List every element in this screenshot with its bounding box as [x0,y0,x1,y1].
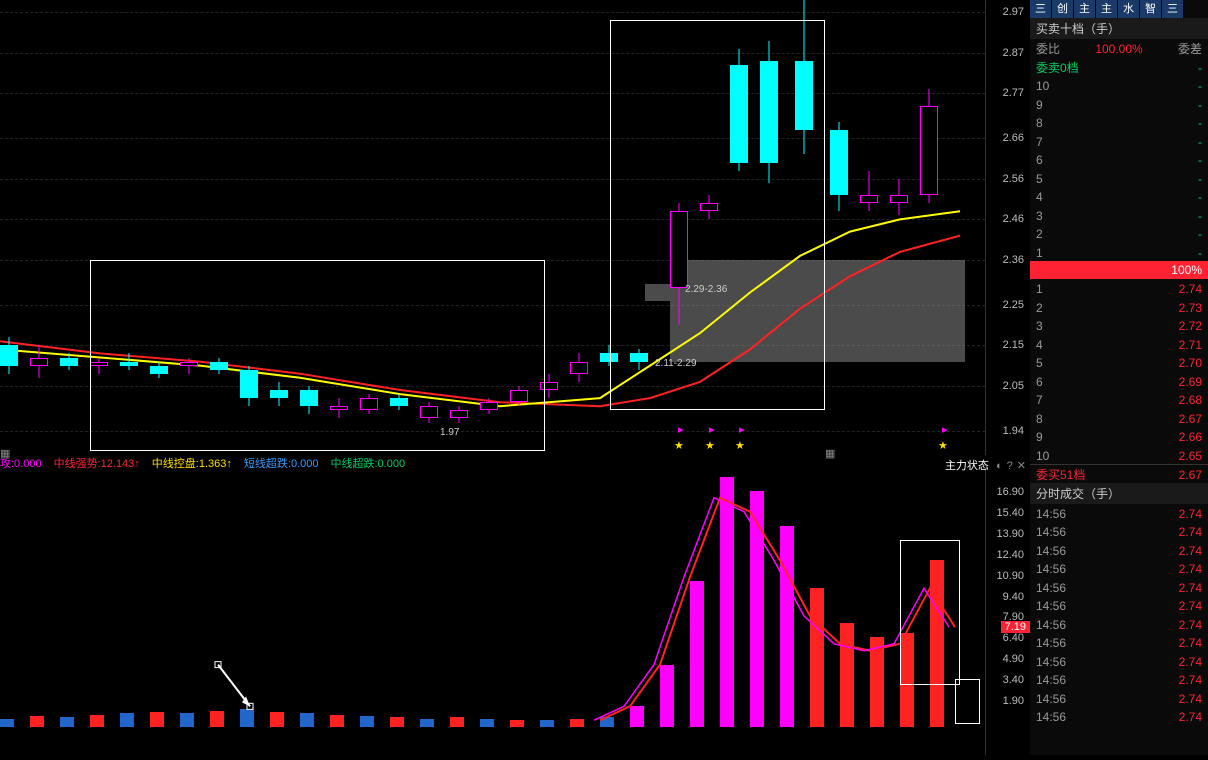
trade-row: 14:562.74 [1030,504,1208,523]
price-chart[interactable]: 2.29-2.362.11-2.291.97▸▸▸▸★★★★▦▦ 2.972.8… [0,0,1030,455]
sidebar-tab[interactable]: 三 [1162,0,1184,18]
sidebar-tab[interactable]: 水 [1118,0,1140,18]
trade-row: 14:562.74 [1030,559,1208,578]
sell-row: 2- [1030,224,1208,243]
trade-row: 14:562.74 [1030,541,1208,560]
buy-percent-bar: 100% [1030,261,1208,279]
buy-row: 42.71 [1030,335,1208,354]
sidebar-tabs[interactable]: 三创主主水智三 [1030,0,1208,18]
sell-row: 8- [1030,113,1208,132]
candle[interactable] [60,0,78,455]
buy-row: 82.67 [1030,409,1208,428]
buy-row: 32.72 [1030,316,1208,335]
price-yaxis: 2.972.872.772.662.562.462.362.252.152.05… [985,0,1030,455]
sell-row: 7- [1030,132,1208,151]
weibi-row: 委比 100.00% 委差 [1030,39,1208,58]
candle[interactable] [860,0,878,455]
candle[interactable] [30,0,48,455]
orderbook-title: 买卖十档（手） [1030,18,1208,39]
macd-chart[interactable]: 16.9015.4013.9012.4010.909.407.906.404.9… [0,470,1030,755]
candle[interactable] [830,0,848,455]
buy-row: 52.70 [1030,353,1208,372]
trade-row: 14:562.74 [1030,689,1208,708]
trades-title: 分时成交（手） [1030,483,1208,504]
buy-row: 102.65 [1030,446,1208,465]
sidebar-tab[interactable]: 三 [1030,0,1052,18]
buy-row: 22.73 [1030,298,1208,317]
trade-row: 14:562.74 [1030,652,1208,671]
sell-row: 9- [1030,95,1208,114]
trade-row: 14:562.74 [1030,596,1208,615]
sell-row: 6- [1030,150,1208,169]
sidebar-tab[interactable]: 创 [1052,0,1074,18]
trade-row: 14:562.74 [1030,615,1208,634]
sidebar-tab[interactable]: 主 [1074,0,1096,18]
trade-row: 14:562.74 [1030,578,1208,597]
buy-row: 12.74 [1030,279,1208,298]
sell-row: 4- [1030,187,1208,206]
trade-row: 14:562.74 [1030,633,1208,652]
trade-row: 14:562.74 [1030,522,1208,541]
macd-yaxis: 16.9015.4013.9012.4010.909.407.906.404.9… [985,470,1030,755]
trade-row: 14:562.74 [1030,707,1208,726]
trade-row: 14:562.74 [1030,670,1208,689]
buy-row: 92.66 [1030,427,1208,446]
sidebar-tab[interactable]: 主 [1096,0,1118,18]
main-chart-area: 2.29-2.362.11-2.291.97▸▸▸▸★★★★▦▦ 2.972.8… [0,0,1030,755]
candle[interactable] [920,0,938,455]
sell-row: 5- [1030,169,1208,188]
sidebar-tab[interactable]: 智 [1140,0,1162,18]
sell-header: 委卖0档 - [1030,58,1208,77]
buy-row: 72.68 [1030,390,1208,409]
candle[interactable] [570,0,588,455]
candle[interactable] [890,0,908,455]
sell-row: 1- [1030,243,1208,262]
candle[interactable] [0,0,18,455]
sidebar: 三创主主水智三 买卖十档（手） 委比 100.00% 委差 委卖0档 - 10-… [1030,0,1208,755]
buy-row: 62.69 [1030,372,1208,391]
sell-row: 3- [1030,206,1208,225]
buy-summary: 委买51档 2.67 [1030,464,1208,483]
sell-row: 10- [1030,76,1208,95]
